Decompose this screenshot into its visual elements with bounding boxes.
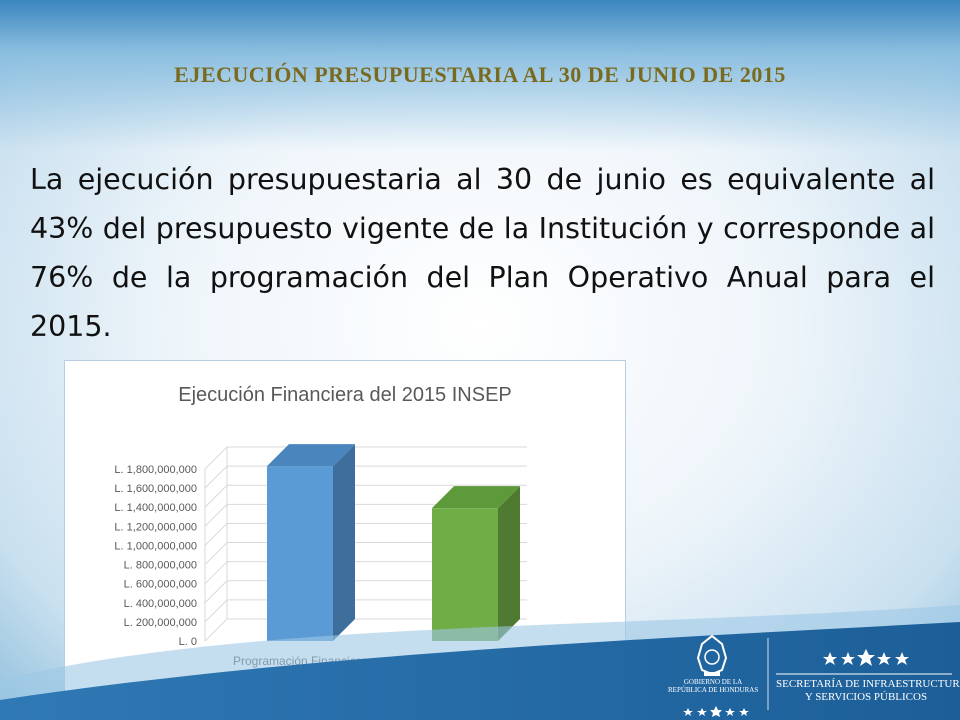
y-tick-label: L. 600,000,000 bbox=[124, 579, 197, 591]
emblem-line-2: República de Honduras bbox=[668, 686, 759, 694]
coat-of-arms-icon bbox=[696, 634, 728, 676]
y-tick-label: L. 0 bbox=[179, 636, 197, 648]
gridline-side bbox=[204, 503, 228, 527]
y-tick-label: L. 1,800,000,000 bbox=[114, 464, 197, 476]
y-tick-label: L. 1,600,000,000 bbox=[114, 483, 197, 495]
ministry-line-1: Secretaría de Infraestructura bbox=[776, 678, 960, 690]
header-band bbox=[0, 0, 960, 150]
y-tick-label: L. 800,000,000 bbox=[124, 560, 197, 572]
gridline-side bbox=[204, 561, 228, 585]
gridline-side bbox=[204, 446, 228, 470]
gridline-side bbox=[204, 484, 228, 508]
emblem-caption: Gobierno de la República de Honduras bbox=[668, 678, 758, 694]
gridline-side bbox=[204, 542, 228, 565]
emblem-line-1: Gobierno de la bbox=[683, 678, 743, 686]
y-tick-label: L. 1,000,000,000 bbox=[114, 540, 197, 552]
bar bbox=[267, 466, 333, 641]
gridline-side bbox=[204, 523, 228, 546]
gridline-side bbox=[204, 580, 228, 604]
bar-side bbox=[498, 486, 520, 641]
gridline-side bbox=[204, 599, 228, 623]
stars-icon bbox=[823, 649, 909, 666]
gridline-side bbox=[204, 618, 228, 642]
y-tick-label: L. 400,000,000 bbox=[124, 598, 197, 610]
ministry-line-2: y Servicios Públicos bbox=[804, 691, 928, 703]
bar bbox=[432, 508, 498, 641]
footer-wave bbox=[0, 605, 960, 720]
body-paragraph: La ejecución presupuestaria al 30 de jun… bbox=[30, 163, 935, 343]
bar-top bbox=[432, 486, 520, 509]
chart-title: Ejecución Financiera del 2015 INSEP bbox=[178, 384, 512, 406]
bar-side bbox=[333, 444, 355, 641]
slide-title: EJECUCIÓN PRESUPUESTARIA AL 30 DE JUNIO … bbox=[174, 62, 786, 87]
gridline-side bbox=[204, 465, 228, 489]
bar-chart: Ejecución Financiera del 2015 INSEP L. 0 L… bbox=[114, 384, 527, 685]
chart-container: Ejecución Financiera del 2015 INSEP L. 0 L… bbox=[64, 360, 626, 706]
y-tick-label: L. 1,400,000,000 bbox=[114, 502, 197, 514]
ministry-name: Secretaría de Infraestructura y Servicio… bbox=[776, 678, 960, 704]
y-tick-label: L. 1,200,000,000 bbox=[114, 521, 197, 533]
bar-top bbox=[267, 444, 355, 467]
institution-logo: Gobierno de la República de Honduras Sec… bbox=[660, 630, 960, 720]
y-tick-label: L. 200,000,000 bbox=[124, 617, 197, 629]
